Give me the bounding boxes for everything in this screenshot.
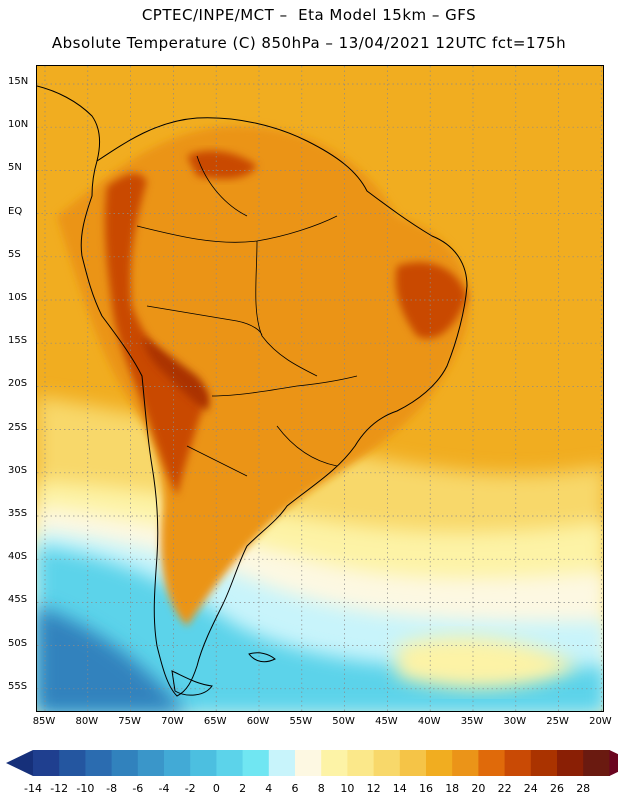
lon-label: 25W: [546, 716, 569, 727]
color-bar-label: 12: [366, 782, 381, 795]
color-bar-label: 24: [523, 782, 538, 795]
color-bar-segment: [137, 750, 165, 776]
color-bar-label: -12: [50, 782, 69, 795]
color-bar-right-arrow: [609, 750, 618, 776]
color-bar-segment: [216, 750, 244, 776]
color-bar-label: 8: [317, 782, 325, 795]
lon-label: 70W: [161, 716, 184, 727]
color-bar-label: 22: [497, 782, 512, 795]
color-bar-label: -10: [76, 782, 95, 795]
color-bar-segment: [478, 750, 506, 776]
color-bar-segment: [347, 750, 375, 776]
lon-label: 75W: [118, 716, 141, 727]
lat-label: 15N: [8, 76, 29, 87]
color-bar-segment: [295, 750, 322, 776]
lat-label: 50S: [8, 637, 28, 649]
lat-label: 5S: [8, 248, 21, 260]
lon-label: 40W: [417, 716, 441, 727]
lon-label: 35W: [460, 716, 484, 727]
lat-label: 45S: [8, 594, 28, 606]
color-bar-left-arrow: [6, 750, 33, 776]
color-bar-label: -2: [184, 782, 196, 795]
color-bar-label: 2: [239, 782, 247, 795]
color-bar-label: 6: [291, 782, 299, 795]
color-bar-segment: [33, 750, 60, 776]
color-bar-label: 18: [445, 782, 460, 795]
lat-label: 55S: [8, 680, 28, 692]
map-frame: [36, 65, 604, 712]
color-bar-label: 26: [550, 782, 564, 795]
lon-label: 65W: [203, 716, 227, 727]
lat-label: 20S: [8, 378, 28, 390]
lat-label: 30S: [8, 464, 28, 476]
color-bar-label: -14: [24, 782, 42, 795]
secondary-warm-cell: [397, 636, 577, 689]
central-america-coastline: [37, 85, 100, 162]
lon-label: 80W: [75, 716, 99, 727]
blue-band: [37, 606, 186, 711]
color-bar-segment: [557, 750, 584, 776]
color-bar-label: 16: [419, 782, 433, 795]
land-warm-area: [57, 126, 470, 626]
color-bar-segment: [85, 750, 113, 776]
color-bar-label: 0: [212, 782, 220, 795]
lon-label: 60W: [246, 716, 270, 727]
lat-label: 35S: [8, 508, 28, 519]
color-bar-label: -8: [106, 782, 118, 795]
country-borders: [136, 155, 358, 477]
color-bar-label: 20: [471, 782, 486, 795]
lon-label: 30W: [503, 716, 527, 727]
andes-peaks: [142, 336, 209, 411]
lon-label: 20W: [589, 716, 612, 727]
color-bar-segment: [426, 750, 453, 776]
venezuela-highlands: [187, 150, 257, 179]
color-bar-label: -6: [132, 782, 144, 795]
falklands: [248, 652, 276, 663]
brazil-northeast-highlands: [395, 262, 467, 339]
color-bar-segment: [268, 750, 296, 776]
lat-label: 10N: [8, 119, 29, 131]
color-bar-segment: [583, 750, 610, 776]
lon-label: 45W: [375, 716, 398, 727]
lat-label: 15S: [8, 335, 28, 347]
color-bar-segment: [321, 750, 348, 776]
color-bar-segment: [530, 750, 558, 776]
color-bar-segment: [452, 750, 479, 776]
color-bar-segment: [399, 750, 427, 776]
lat-label: EQ: [8, 205, 23, 217]
color-bar-segment: [242, 750, 270, 776]
color-bar: [6, 750, 618, 776]
color-bar-label: 14: [392, 782, 407, 795]
color-bar-segment: [111, 750, 139, 776]
andes-highlands: [104, 173, 207, 496]
color-bar-segment: [504, 750, 532, 776]
color-bar-segment: [59, 750, 86, 776]
color-bar-segment: [190, 750, 217, 776]
tierra-del-fuego: [171, 670, 213, 696]
color-bar-label: 10: [340, 782, 355, 795]
color-bar-label: 4: [265, 782, 273, 795]
color-bar-label: 28: [576, 782, 591, 795]
color-bar-segment: [373, 750, 401, 776]
south-america-coastline: [80, 117, 468, 697]
color-bar-label: -4: [158, 782, 170, 795]
map-title: CPTEC/INPE/MCT – Eta Model 15km – GFS: [141, 6, 477, 24]
lon-label: 55W: [289, 716, 313, 727]
lat-label: 5N: [8, 162, 22, 174]
temperature-map: [37, 66, 603, 711]
color-bar-segment: [164, 750, 191, 776]
map-subtitle: Absolute Temperature (C) 850hPa – 13/04/…: [51, 34, 567, 52]
lon-label: 85W: [32, 716, 56, 727]
lon-label: 50W: [332, 716, 355, 727]
lat-label: 25S: [8, 421, 28, 433]
lat-label: 40S: [8, 551, 28, 563]
lat-label: 10S: [8, 292, 28, 303]
